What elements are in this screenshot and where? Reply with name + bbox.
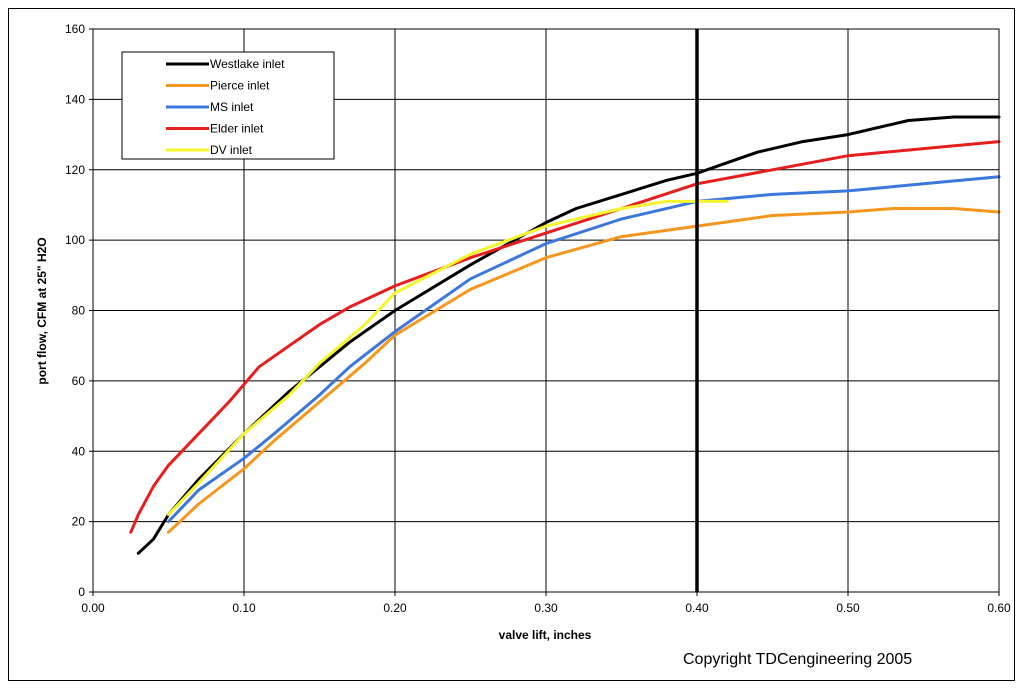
line-chart: 0 20 40 60 80 100 120 140 160 0.00 0.10 0.20 0.30 0.4… — [35, 22, 1011, 642]
x-tick-label: 0.50 — [836, 601, 860, 615]
legend-label-dv-inlet: DV inlet — [210, 143, 253, 157]
legend-label-ms-inlet: MS inlet — [210, 100, 254, 114]
legend: Westlake inlet Pierce inlet MS inlet Elder … — [121, 51, 335, 160]
plot-area-border — [92, 28, 1000, 593]
series-line-dv-inlet — [167, 199, 729, 517]
tick-labels: 0 20 40 60 80 100 120 140 160 0.00 0.10 0.20 0.30 0.4… — [65, 22, 1011, 615]
x-tick-label: 0.60 — [987, 601, 1011, 615]
legend-label-westlake-inlet: Westlake inlet — [210, 57, 285, 71]
chart-frame: 0 20 40 60 80 100 120 140 160 0.00 0.10 0.20 0.30 0.4… — [8, 8, 1015, 681]
x-tick-label: 0.20 — [383, 601, 407, 615]
x-tick-label: 0.10 — [232, 601, 256, 615]
y-tick-label: 60 — [72, 374, 86, 388]
x-axis-label: valve lift, inches — [499, 628, 592, 642]
y-tick-label: 0 — [78, 585, 85, 599]
y-tick-label: 100 — [65, 233, 85, 247]
legend-box — [121, 51, 335, 160]
axes — [89, 28, 1000, 596]
y-axis-label: port flow, CFM at 25" H2O — [35, 237, 49, 384]
y-tick-label: 20 — [72, 515, 86, 529]
y-tick-label: 40 — [72, 444, 86, 458]
y-tick-label: 160 — [65, 22, 85, 36]
x-tick-label: 0.40 — [685, 601, 709, 615]
legend-label-elder-inlet: Elder inlet — [210, 122, 264, 136]
y-tick-label: 120 — [65, 163, 85, 177]
series-line-westlake-inlet — [136, 115, 1001, 555]
y-tick-label: 140 — [65, 92, 85, 106]
legend-label-pierce-inlet: Pierce inlet — [210, 79, 270, 93]
series-lines — [129, 115, 1001, 555]
y-tick-label: 80 — [72, 304, 86, 318]
copyright-text: Copyright TDCengineering 2005 — [683, 651, 913, 668]
x-tick-label: 0.30 — [534, 601, 558, 615]
series-line-pierce-inlet — [167, 207, 1001, 534]
series-line-ms-inlet — [167, 175, 1001, 524]
x-tick-label: 0.00 — [81, 601, 105, 615]
series-line-elder-inlet — [129, 140, 1001, 534]
